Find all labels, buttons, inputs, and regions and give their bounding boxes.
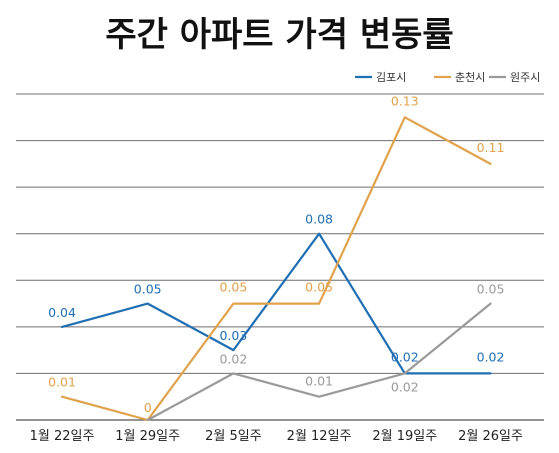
data-label: 0.04 <box>48 305 76 320</box>
data-label: 0.02 <box>391 379 419 394</box>
data-label: 0.11 <box>477 140 505 155</box>
x-axis-tick-labels: 1월 22일주 1월 29일주 2월 5일주 2월 12일주 2월 19일주 2월 26일… <box>30 429 523 444</box>
x-tick-label: 2월 12일주 <box>287 429 352 444</box>
x-tick-label: 2월 19일주 <box>372 429 437 444</box>
data-label: 0.02 <box>219 351 247 366</box>
legend: 김포시 춘천시 원주시 <box>355 70 540 84</box>
series-line-춘천시 <box>60 116 492 422</box>
x-tick-label: 1월 22일주 <box>30 429 95 444</box>
series-원주시: 0.02 0.01 0.02 0.05 <box>146 282 505 422</box>
series-group: 0.04 0.05 0.03 0.08 0.02 0.02 0.01 0 0.05 0.05 0.1… <box>48 93 505 422</box>
data-label: 0.05 <box>219 280 247 295</box>
gridlines <box>16 93 544 421</box>
data-label: 0.01 <box>305 374 333 389</box>
data-label: 0.08 <box>305 212 333 227</box>
legend-label: 김포시 <box>376 71 406 84</box>
data-label: 0 <box>144 400 152 415</box>
data-label: 0.02 <box>477 349 505 364</box>
series-김포시: 0.04 0.05 0.03 0.08 0.02 0.02 <box>48 212 505 375</box>
series-line-원주시 <box>146 302 492 422</box>
data-label: 0.05 <box>305 280 333 295</box>
legend-label: 원주시 <box>510 71 540 84</box>
legend-label: 춘천시 <box>455 70 485 84</box>
chart-title: 주간 아파트 가격 변동률 <box>105 15 453 55</box>
data-label: 0.05 <box>477 282 505 297</box>
data-label: 0.01 <box>48 375 76 390</box>
x-tick-label: 2월 5일주 <box>205 429 262 444</box>
series-춘천시: 0.01 0 0.05 0.05 0.13 0.11 <box>48 93 505 422</box>
data-label: 0.13 <box>391 93 419 108</box>
data-label: 0.02 <box>391 349 419 364</box>
legend-item-원주시: 원주시 <box>489 71 540 84</box>
legend-item-김포시: 김포시 <box>355 71 406 84</box>
x-tick-label: 1월 29일주 <box>115 429 180 444</box>
data-label: 0.03 <box>219 328 247 343</box>
data-label: 0.05 <box>134 282 162 297</box>
legend-item-춘천시: 춘천시 <box>434 70 485 84</box>
series-line-김포시 <box>60 232 492 375</box>
x-tick-label: 2월 26일주 <box>458 429 523 444</box>
